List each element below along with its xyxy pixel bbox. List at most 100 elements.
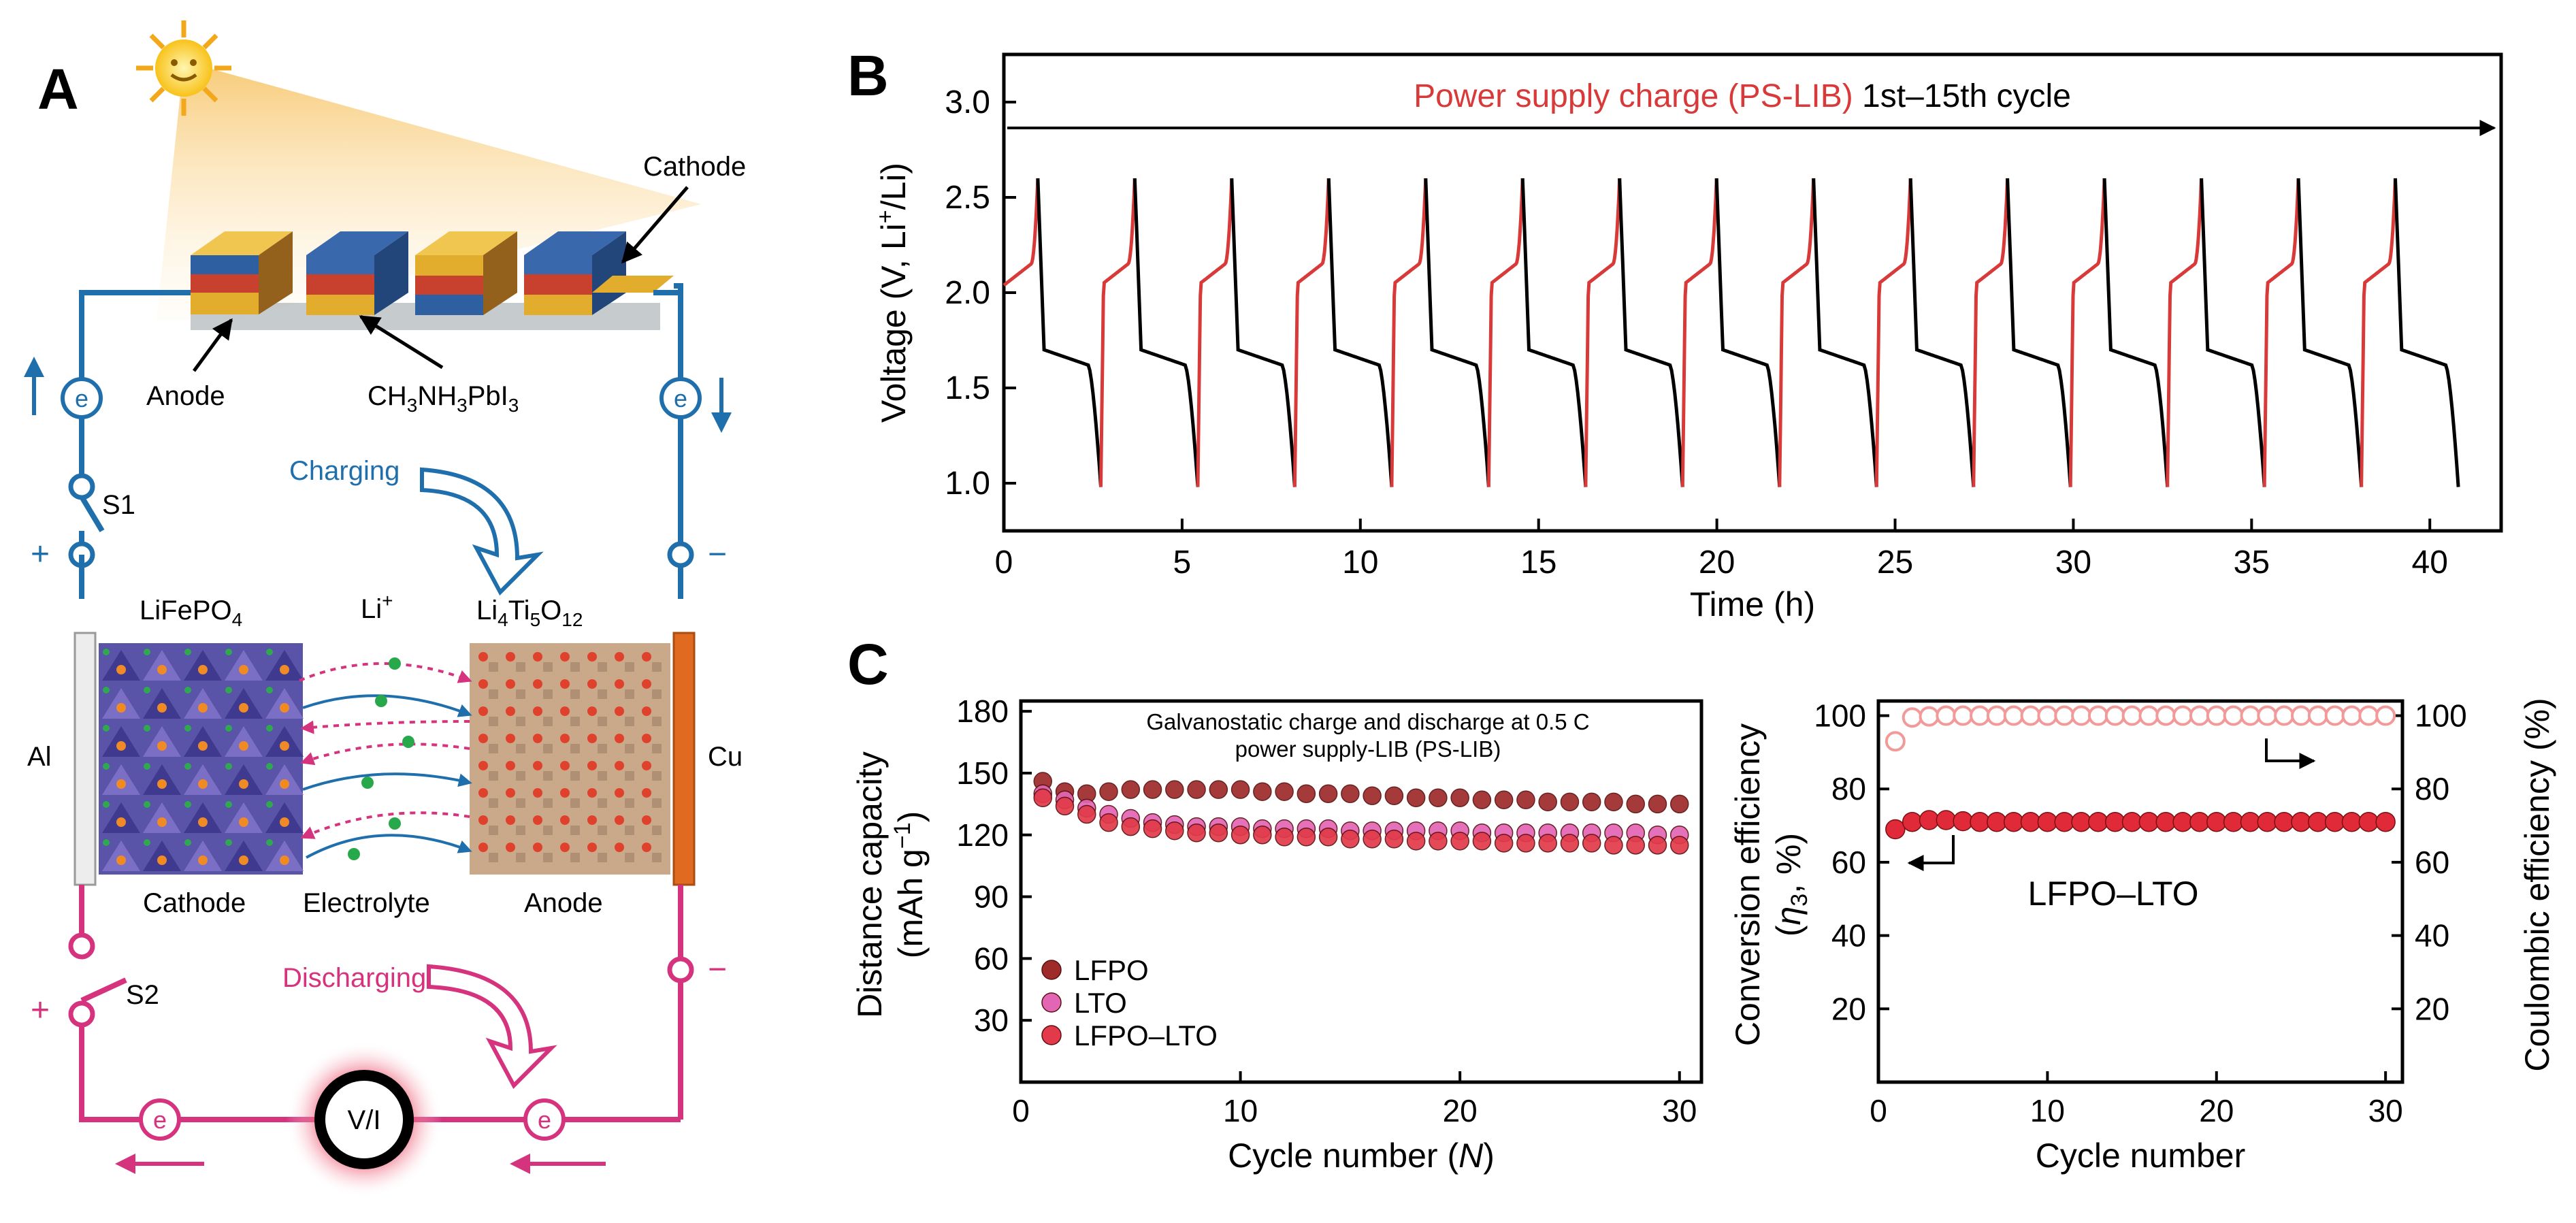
anode-atom [560, 788, 570, 798]
cathode-atom [116, 855, 126, 865]
c2-point-conversion [2037, 811, 2058, 832]
cathode-li-atom [103, 801, 110, 808]
electron-bottom-left: e [115, 1098, 204, 1174]
cathode-li-atom [225, 763, 232, 770]
c1-point-lfpo [1187, 780, 1206, 799]
c2-point-conversion [2138, 811, 2159, 832]
c2-left-y-tick-label: 80 [1831, 771, 1866, 806]
c2-point-coulombic [2307, 705, 2328, 726]
c2-point-coulombic [1970, 705, 1991, 726]
switch-s1-top-terminal [68, 473, 95, 500]
anode-atom [506, 761, 515, 770]
c1-point-lfpo [1121, 780, 1141, 799]
cathode-li-atom [184, 649, 191, 655]
c1-point-lfpo-lto [1165, 821, 1184, 841]
cathode-atom [116, 665, 126, 674]
c2-point-conversion [2274, 811, 2294, 832]
b-x-tick-label: 15 [1520, 544, 1556, 581]
b-charge-curve [1584, 178, 1622, 487]
cathode-li-atom [225, 839, 232, 846]
cathode-texture [102, 649, 304, 871]
c1-point-lfpo [1494, 790, 1514, 810]
anode-polyhedron [625, 717, 634, 726]
b-x-tick-label: 5 [1173, 544, 1192, 581]
anode-polyhedron [489, 826, 498, 835]
c1-y-axis-label-line1: Distance capacity [851, 751, 889, 1018]
c1-point-lfpo-lto [1604, 836, 1623, 855]
b-charge-curve [1002, 178, 1040, 287]
anode-polyhedron [516, 744, 525, 753]
c1-point-lfpo [1429, 788, 1448, 808]
anode-polyhedron [516, 798, 525, 808]
anode-polyhedron [652, 853, 662, 862]
panel-a-schematic: A [24, 20, 746, 1198]
c1-legend-label: LTO [1074, 987, 1127, 1019]
ion-paths [299, 662, 472, 859]
anode-polyhedron [489, 798, 498, 808]
c1-y-tick-label: 90 [974, 879, 1009, 915]
c1-legend-label: LFPO [1074, 954, 1149, 986]
anode-texture [478, 652, 662, 862]
c1-annotation-line1: Galvanostatic charge and discharge at 0.… [1146, 709, 1589, 734]
b-discharge-curve [1132, 178, 1200, 487]
anode-polyhedron [570, 771, 580, 781]
anode-polyhedron [625, 689, 634, 699]
c2-point-coulombic [2155, 705, 2176, 726]
anode-atom [615, 734, 624, 743]
pv-cell-1 [191, 231, 293, 314]
c2-left-axis-label-line1: Conversion efficiency [1729, 723, 1767, 1046]
c1-plot-frame [1019, 699, 1703, 1084]
c2-x-tick-label: 10 [2030, 1093, 2065, 1128]
anode-atom [478, 679, 488, 689]
cathode-li-atom [266, 763, 273, 770]
cathode-li-atom [266, 649, 273, 655]
cathode-li-atom [184, 725, 191, 732]
c2-point-conversion [2071, 811, 2091, 832]
lto-formula: Li4Ti5O12 [476, 596, 583, 630]
svg-text:e: e [674, 385, 687, 412]
b-x-tick-label: 30 [2055, 544, 2091, 581]
b-discharge-curve [2394, 178, 2460, 487]
b-voltage-curves [1002, 178, 2460, 487]
panel-a-label: A [37, 57, 79, 121]
c2-point-coulombic [2206, 705, 2227, 726]
c1-point-lfpo [1450, 788, 1469, 808]
electrolyte-label: Electrolyte [303, 888, 430, 918]
charging-label: Charging [289, 456, 400, 486]
anode-label: Anode [524, 888, 603, 918]
anode-atom [506, 843, 515, 852]
anode-atom [615, 679, 624, 689]
c2-left-y-tick-label: 40 [1831, 918, 1866, 953]
c2-efficiency-chart: 0 10 20 30 20 20 40 40 60 60 80 80 100 100 LFPO–LTO C… [1729, 698, 2556, 1175]
charge-minus-sign: − [708, 536, 727, 572]
anode-polyhedron [625, 744, 634, 753]
c2-point-conversion [1885, 819, 1906, 840]
c2-point-conversion [1902, 811, 1923, 832]
cu-current-collector [672, 632, 696, 886]
c1-point-lfpo [1669, 794, 1689, 814]
b-charge-curve [2068, 178, 2106, 487]
c1-point-lfpo-lto [1494, 834, 1514, 853]
b-x-tick-label: 25 [1877, 544, 1913, 581]
b-x-tick-label: 20 [1699, 544, 1735, 581]
c1-x-tick-label: 10 [1223, 1093, 1258, 1128]
anode-atom [560, 843, 570, 852]
anode-polyhedron [489, 662, 498, 672]
charge-neg-terminal [667, 541, 694, 568]
c2-point-coulombic [2240, 705, 2261, 726]
cathode-atom [198, 817, 208, 827]
c2-point-coulombic [2054, 705, 2075, 726]
c1-point-lfpo-lto [1033, 788, 1053, 808]
anode-polyhedron [625, 798, 634, 808]
c2-point-coulombic [2071, 705, 2092, 726]
c2-x-axis-label: Cycle number [2036, 1137, 2245, 1175]
pv-anode-pointer [192, 318, 233, 372]
anode-atom [615, 843, 624, 852]
c1-point-lfpo-lto [1275, 828, 1294, 847]
c1-point-lfpo [1363, 786, 1382, 805]
anode-polyhedron [543, 771, 553, 781]
al-current-collector [74, 632, 97, 886]
c1-x-tick-label: 30 [1662, 1093, 1697, 1128]
b-discharge-curve [2296, 178, 2364, 487]
c2-point-coulombic [1953, 705, 1974, 726]
